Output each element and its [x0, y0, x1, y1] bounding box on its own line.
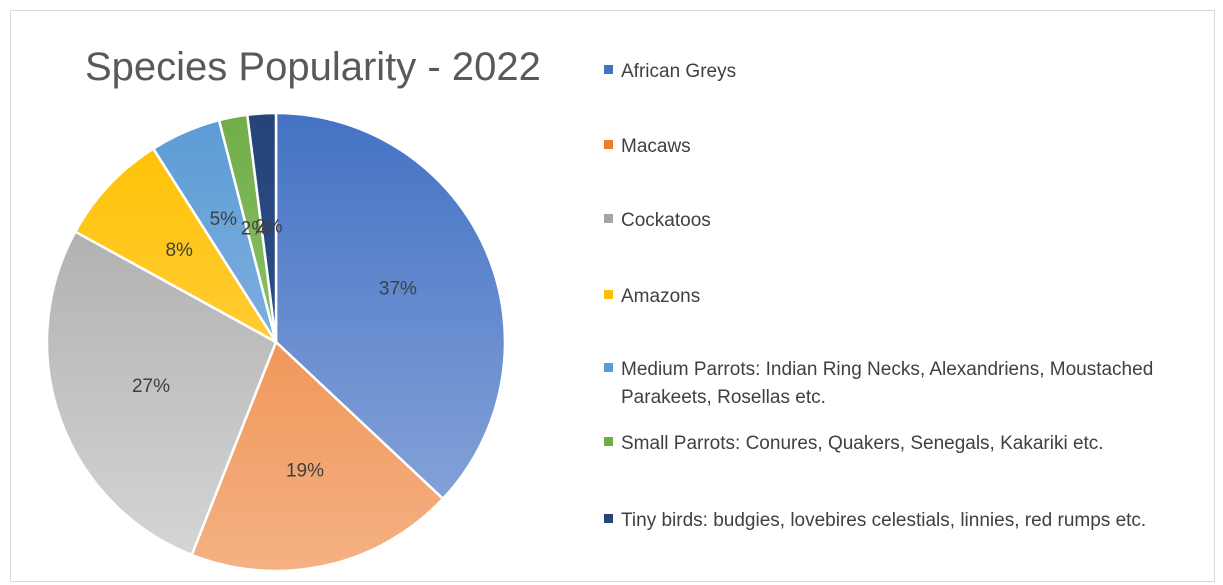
legend-swatch — [604, 65, 613, 74]
slice-label: 19% — [286, 461, 324, 482]
legend-item: Cockatoos — [604, 207, 1191, 235]
legend-label: African Greys — [621, 61, 737, 82]
legend-label: Cockatoos — [621, 210, 711, 231]
legend-label: Small Parrots: Conures, Quakers, Senegal… — [621, 433, 1104, 454]
pie-slice — [74, 147, 278, 344]
pie-slice — [45, 230, 278, 557]
legend-label: Tiny birds: budgies, lovebires celestial… — [621, 510, 1147, 531]
slice-label: 8% — [165, 240, 193, 261]
legend-swatch — [604, 437, 613, 446]
pie-slice — [274, 111, 507, 501]
slice-label: 5% — [210, 209, 238, 230]
pie-slices — [45, 111, 507, 573]
legend-swatch — [604, 290, 613, 299]
legend-swatch — [604, 363, 613, 372]
legend-label: Amazons — [621, 286, 701, 307]
chart-title: Species Popularity - 2022 — [85, 45, 541, 89]
pie-slice — [246, 111, 278, 344]
legend-swatch — [604, 514, 613, 523]
legend-item: Medium Parrots: Indian Ring Necks, Alexa… — [604, 356, 1191, 412]
pie-labels: 37%19%27%8%5% 2%2% — [132, 209, 417, 482]
legend-item: Tiny birds: budgies, lovebires celestial… — [604, 507, 1191, 535]
legend-swatch — [604, 140, 613, 149]
slice-label: 27% — [132, 376, 170, 397]
legend-label: Macaws — [621, 136, 691, 157]
slice-label: 2% — [255, 217, 283, 238]
slice-label: 2% — [241, 219, 269, 240]
slice-label: 37% — [379, 278, 417, 299]
legend-item: Macaws — [604, 133, 1191, 161]
legend-label: Medium Parrots: Indian Ring Necks, Alexa… — [621, 359, 1154, 408]
legend-swatch — [604, 214, 613, 223]
legend-item: Amazons — [604, 283, 1191, 311]
legend-item: African Greys — [604, 58, 1191, 86]
legend-item: Small Parrots: Conures, Quakers, Senegal… — [604, 430, 1191, 458]
chart-legend: African Greys Macaws Cockatoos Amazons Mediu… — [604, 0, 1204, 585]
